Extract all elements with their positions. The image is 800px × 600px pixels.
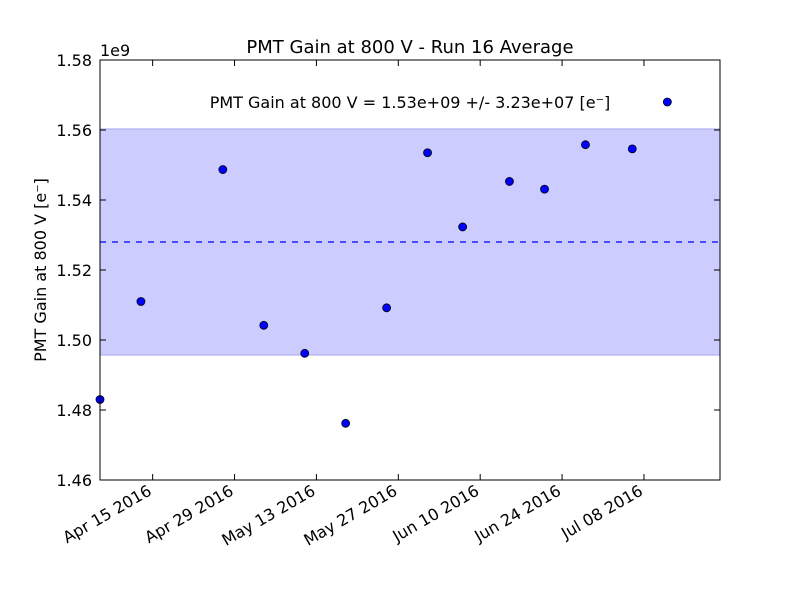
data-point xyxy=(423,148,432,158)
y-tick-label: 1.54 xyxy=(56,191,92,210)
data-point xyxy=(136,297,146,306)
y-tick-label: 1.46 xyxy=(56,471,92,490)
x-tick-label: Apr 15 2016 xyxy=(59,481,154,547)
x-tick-label: Jun 24 2016 xyxy=(470,481,564,546)
data-point xyxy=(382,303,392,313)
x-tick-label: May 27 2016 xyxy=(300,481,400,550)
data-point xyxy=(218,165,228,174)
x-tick-label: Jun 10 2016 xyxy=(388,481,482,546)
data-points xyxy=(95,97,672,428)
data-point xyxy=(662,97,672,107)
chart-title: PMT Gain at 800 V - Run 16 Average xyxy=(246,37,573,58)
y-tick-label: 1.52 xyxy=(56,261,92,280)
data-point xyxy=(627,144,637,154)
data-point xyxy=(540,184,549,194)
data-point xyxy=(505,177,514,186)
data-point xyxy=(458,222,468,232)
fit-annotation: PMT Gain at 800 V = 1.53e+09 +/- 3.23e+0… xyxy=(210,93,611,112)
x-tick-label: Jul 08 2016 xyxy=(557,481,646,543)
y-multiplier: 1e9 xyxy=(100,41,130,60)
data-point xyxy=(259,320,269,330)
y-tick-label: 1.48 xyxy=(56,401,92,420)
data-point xyxy=(300,348,310,358)
y-tick-label: 1.50 xyxy=(56,331,92,350)
y-tick-label: 1.58 xyxy=(56,51,92,70)
data-point xyxy=(581,140,590,150)
y-axis-label: PMT Gain at 800 V [e⁻] xyxy=(31,178,50,362)
y-tick-label: 1.56 xyxy=(56,121,92,140)
std-dev-band xyxy=(99,128,721,356)
data-point xyxy=(341,418,351,428)
band-rect xyxy=(99,128,721,356)
